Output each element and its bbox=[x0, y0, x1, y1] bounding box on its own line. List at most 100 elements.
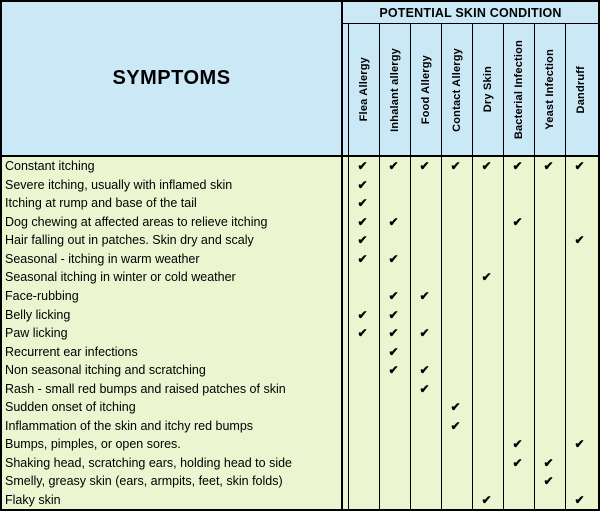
symptom-label: Itching at rump and base of the tail bbox=[2, 194, 343, 213]
check-cell-empty bbox=[565, 397, 596, 417]
symptom-label: Hair falling out in patches. Skin dry an… bbox=[2, 231, 343, 250]
condition-header-0: Flea Allergy bbox=[348, 24, 379, 155]
checkmark-icon: ✔ bbox=[472, 268, 503, 287]
check-cell-empty bbox=[410, 434, 441, 454]
checkmark-icon: ✔ bbox=[441, 416, 472, 435]
checkmark-icon: ✔ bbox=[441, 157, 472, 176]
check-cell-empty bbox=[441, 194, 472, 213]
check-cell-empty bbox=[410, 249, 441, 269]
condition-header-2: Food Allergy bbox=[410, 24, 441, 155]
check-cell-empty bbox=[503, 323, 534, 343]
condition-label: Food Allergy bbox=[420, 54, 432, 125]
condition-header-6: Yeast Infection bbox=[534, 24, 565, 155]
checkmark-icon: ✔ bbox=[472, 490, 503, 510]
checkmark-icon: ✔ bbox=[565, 231, 596, 250]
check-cell-empty bbox=[472, 416, 503, 435]
checkmark-icon: ✔ bbox=[441, 397, 472, 417]
check-cell-empty bbox=[534, 286, 565, 306]
symptom-label: Bumps, pimples, or open sores. bbox=[2, 434, 343, 454]
check-cell-empty bbox=[410, 490, 441, 510]
table-row: Flaky skin ✔ ✔ bbox=[2, 490, 598, 510]
checkmark-icon: ✔ bbox=[348, 157, 379, 176]
check-cell-empty bbox=[503, 268, 534, 287]
symptom-label: Sudden onset of itching bbox=[2, 397, 343, 417]
check-cell-empty bbox=[348, 286, 379, 306]
checkmark-icon: ✔ bbox=[379, 323, 410, 343]
check-cell-empty bbox=[441, 175, 472, 195]
symptom-label: Rash - small red bumps and raised patche… bbox=[2, 379, 343, 398]
check-cell-empty bbox=[565, 379, 596, 398]
condition-label: Yeast Infection bbox=[544, 49, 556, 130]
check-cell-empty bbox=[503, 379, 534, 398]
table-title: POTENTIAL SKIN CONDITION bbox=[343, 2, 598, 24]
check-cell-empty bbox=[379, 453, 410, 473]
checkmark-icon: ✔ bbox=[410, 157, 441, 176]
check-cell-empty bbox=[441, 472, 472, 491]
symptom-label: Seasonal itching in winter or cold weath… bbox=[2, 268, 343, 287]
symptom-label: Smelly, greasy skin (ears, armpits, feet… bbox=[2, 472, 343, 491]
check-cell-empty bbox=[534, 249, 565, 269]
condition-header-3: Contact Allergy bbox=[441, 24, 472, 155]
check-cell-empty bbox=[410, 472, 441, 491]
checkmark-icon: ✔ bbox=[348, 231, 379, 250]
checkmark-icon: ✔ bbox=[503, 157, 534, 176]
checkmark-icon: ✔ bbox=[379, 249, 410, 269]
check-cell-empty bbox=[565, 268, 596, 287]
checkmark-icon: ✔ bbox=[410, 323, 441, 343]
check-cell-empty bbox=[565, 323, 596, 343]
check-cell-empty bbox=[472, 397, 503, 417]
condition-label: Inhalant allergy bbox=[389, 47, 401, 132]
symptom-label: Belly licking bbox=[2, 305, 343, 324]
checkmark-icon: ✔ bbox=[348, 194, 379, 213]
check-cell-empty bbox=[503, 305, 534, 324]
table-row: Itching at rump and base of the tail ✔ bbox=[2, 194, 598, 213]
check-cell-empty bbox=[472, 194, 503, 213]
check-cell-empty bbox=[348, 434, 379, 454]
checkmark-icon: ✔ bbox=[379, 305, 410, 324]
check-cell-empty bbox=[410, 212, 441, 232]
checkmark-icon: ✔ bbox=[348, 249, 379, 269]
condition-header-4: Dry Skin bbox=[472, 24, 503, 155]
condition-header-5: Bacterial Infection bbox=[503, 24, 534, 155]
checkmark-icon: ✔ bbox=[348, 323, 379, 343]
check-cell-empty bbox=[441, 212, 472, 232]
check-cell-empty bbox=[472, 323, 503, 343]
check-cell-empty bbox=[534, 379, 565, 398]
check-cell-empty bbox=[534, 323, 565, 343]
symptom-label: Shaking head, scratching ears, holding h… bbox=[2, 453, 343, 473]
checkmark-icon: ✔ bbox=[534, 157, 565, 176]
check-cell-empty bbox=[441, 231, 472, 250]
check-cell-empty bbox=[379, 268, 410, 287]
symptom-label: Seasonal - itching in warm weather bbox=[2, 249, 343, 269]
check-cell-empty bbox=[410, 416, 441, 435]
checkmark-icon: ✔ bbox=[348, 212, 379, 232]
checkmark-icon: ✔ bbox=[565, 157, 596, 176]
check-cell-empty bbox=[441, 268, 472, 287]
check-cell-empty bbox=[441, 434, 472, 454]
check-cell-empty bbox=[348, 342, 379, 361]
check-cell-empty bbox=[472, 453, 503, 473]
check-cell-empty bbox=[441, 379, 472, 398]
check-cell-empty bbox=[534, 342, 565, 361]
table-row: Paw licking ✔ ✔ ✔ bbox=[2, 323, 598, 343]
checkmark-icon: ✔ bbox=[565, 490, 596, 510]
check-cell-empty bbox=[503, 397, 534, 417]
conditions-header-block: POTENTIAL SKIN CONDITION Flea Allergy Inh… bbox=[343, 2, 598, 155]
table-row: Face-rubbing ✔ ✔ bbox=[2, 286, 598, 306]
check-cell-empty bbox=[472, 305, 503, 324]
check-cell-empty bbox=[565, 286, 596, 306]
check-cell-empty bbox=[379, 175, 410, 195]
table-body: Constant itching ✔ ✔ ✔ ✔ ✔ ✔ ✔ ✔ Severe itching, … bbox=[2, 157, 598, 510]
check-cell-empty bbox=[472, 342, 503, 361]
check-cell-empty bbox=[565, 472, 596, 491]
table-row: Bumps, pimples, or open sores. ✔ ✔ bbox=[2, 434, 598, 454]
checkmark-icon: ✔ bbox=[379, 360, 410, 380]
check-cell-empty bbox=[472, 231, 503, 250]
table-row: Seasonal - itching in warm weather ✔ ✔ bbox=[2, 249, 598, 269]
table-row: Severe itching, usually with inflamed sk… bbox=[2, 175, 598, 195]
check-cell-empty bbox=[348, 490, 379, 510]
table-row: Belly licking ✔ ✔ bbox=[2, 305, 598, 324]
check-cell-empty bbox=[348, 268, 379, 287]
check-cell-empty bbox=[565, 453, 596, 473]
